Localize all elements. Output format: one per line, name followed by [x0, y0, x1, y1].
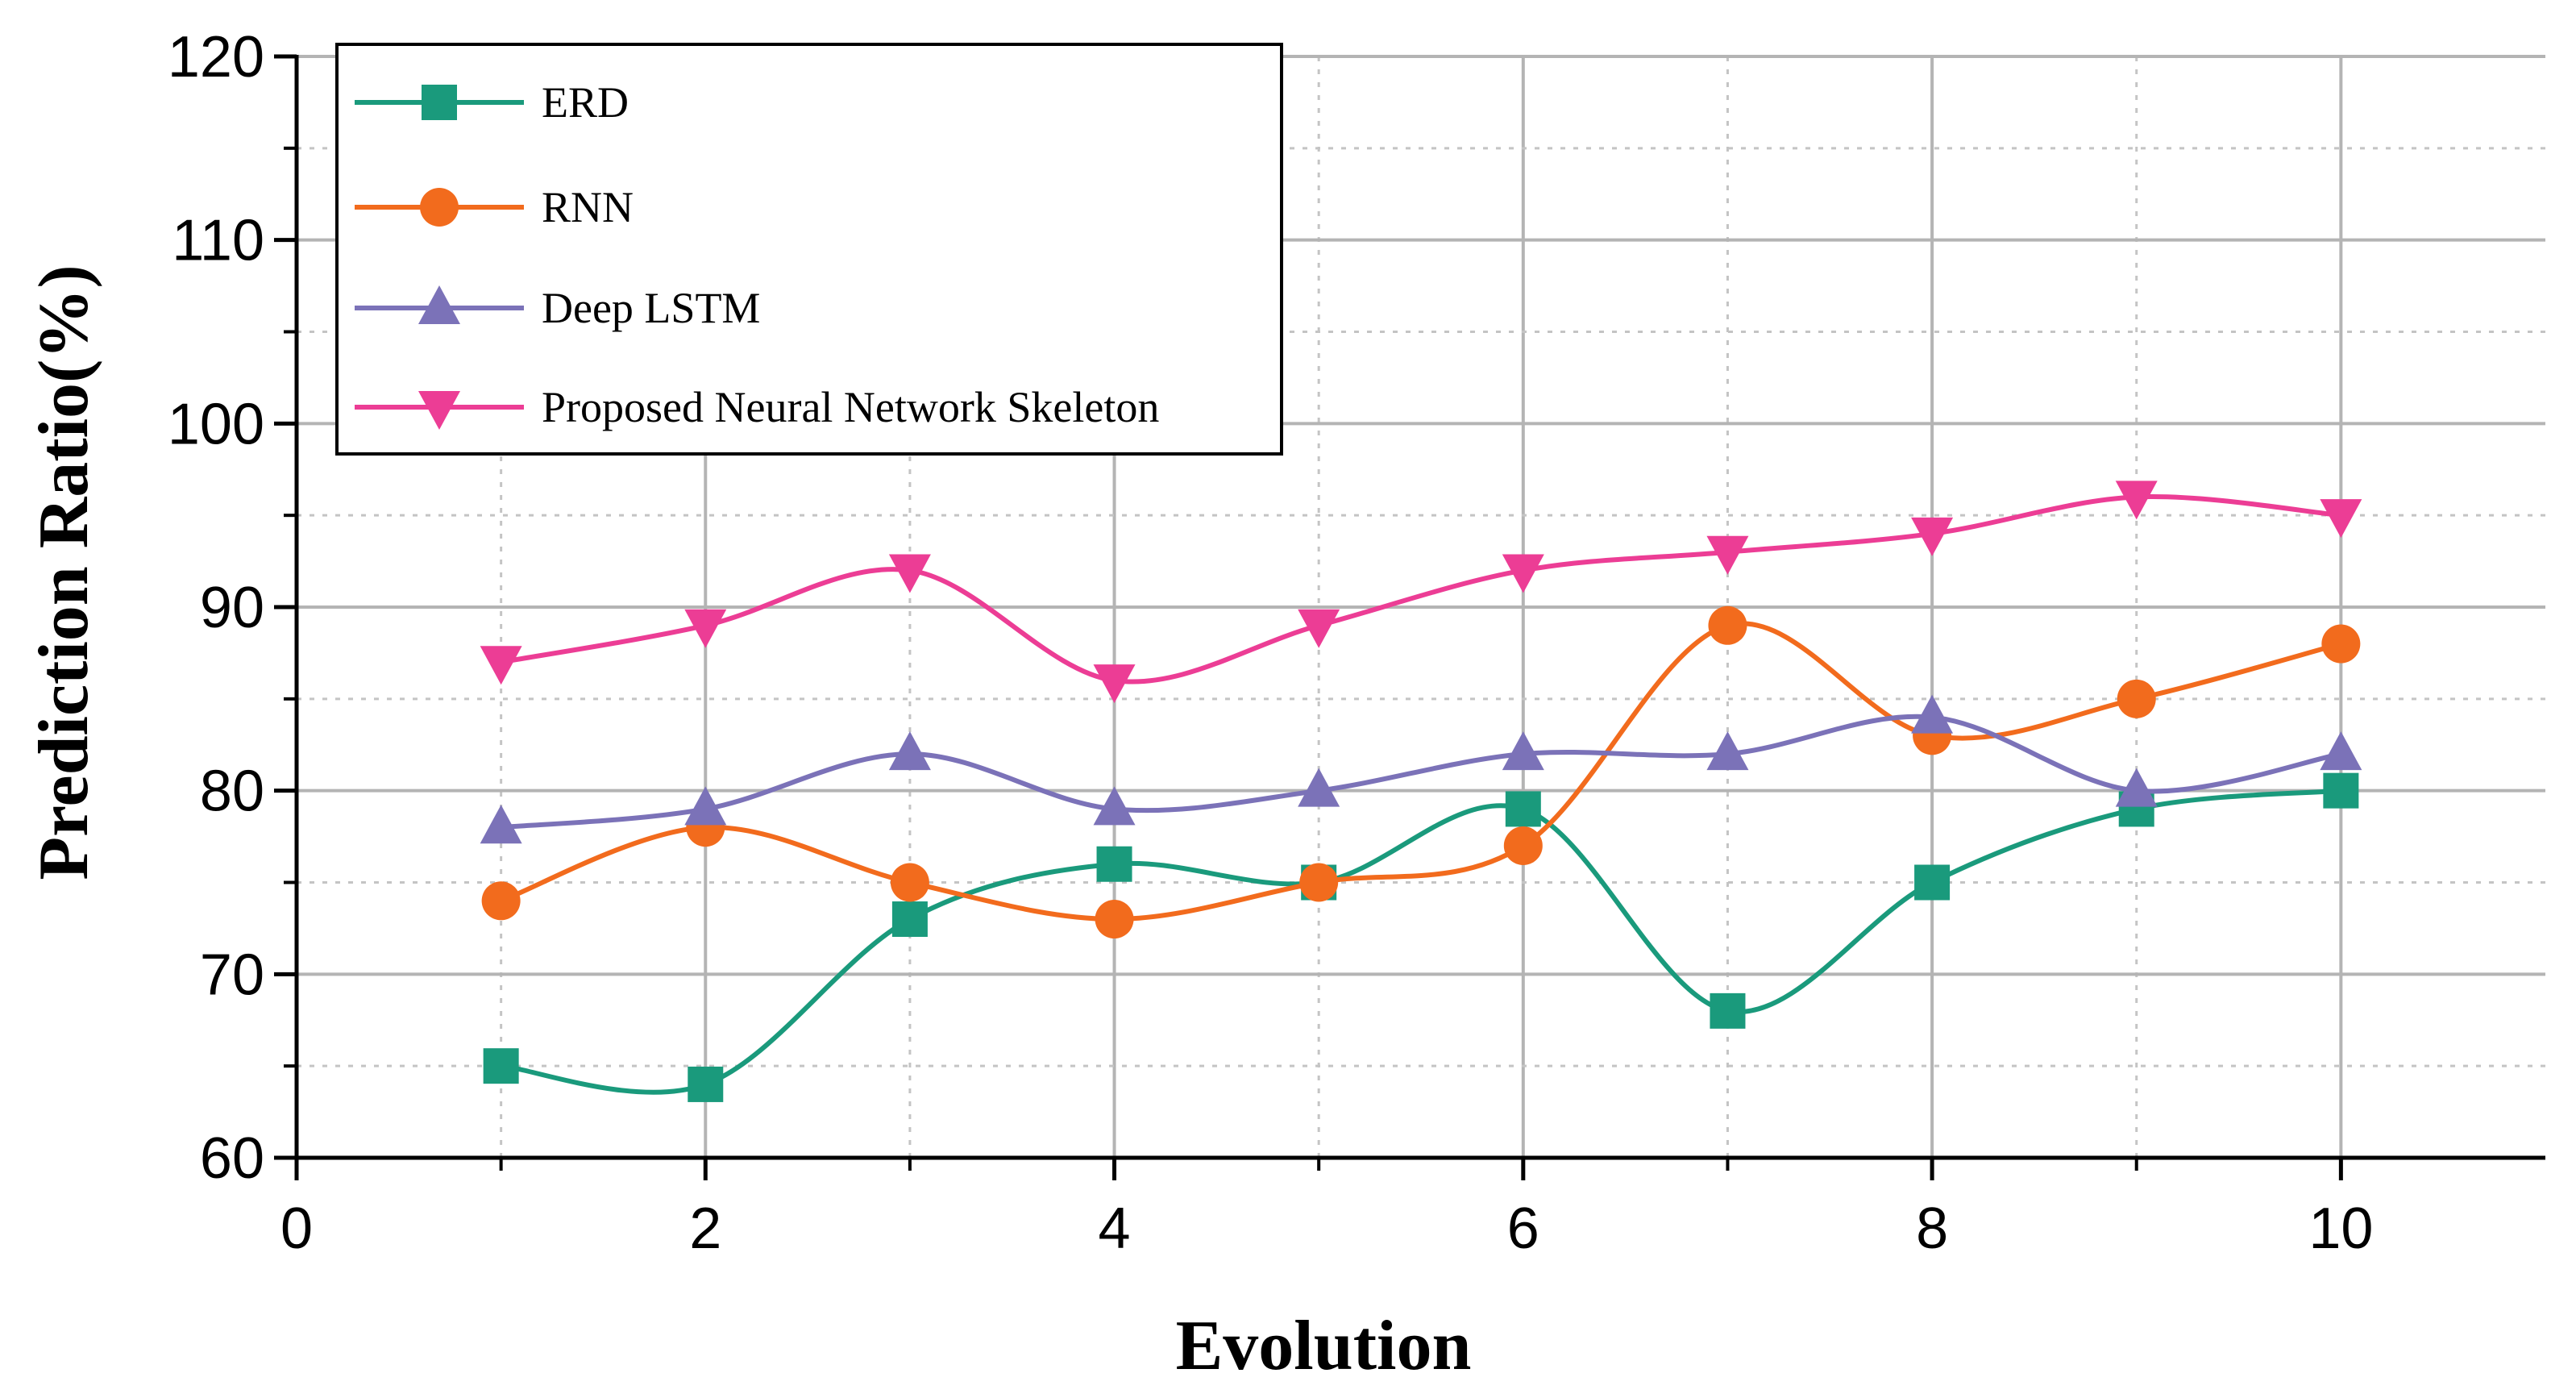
- data-point: [684, 609, 727, 648]
- legend-marker: [422, 85, 457, 120]
- data-point: [1706, 535, 1749, 575]
- x-tick-label: 0: [280, 1196, 313, 1261]
- data-point: [1911, 517, 1954, 556]
- y-tick-label: 120: [168, 25, 264, 89]
- legend-box: [335, 43, 1283, 456]
- legend-label: Deep LSTM: [542, 284, 760, 332]
- x-tick-label: 4: [1099, 1196, 1131, 1261]
- data-point: [1095, 900, 1134, 939]
- y-tick-label: 60: [200, 1126, 264, 1191]
- data-point: [684, 786, 727, 826]
- legend: ERD RNN Deep LSTM Proposed Neural Network S…: [335, 43, 1283, 456]
- data-point: [890, 863, 929, 902]
- x-axis-title: Evolution: [1176, 1307, 1472, 1385]
- data-point: [480, 646, 522, 685]
- data-point: [888, 731, 931, 771]
- data-point: [1914, 864, 1951, 901]
- legend-marker: [418, 285, 460, 324]
- data-point: [2323, 772, 2359, 809]
- data-point: [1298, 609, 1340, 648]
- data-point: [2115, 768, 2158, 807]
- series-layer: [480, 481, 2362, 1102]
- series-2: [481, 605, 2361, 939]
- x-tick-label: 6: [1507, 1196, 1539, 1261]
- data-point: [2321, 624, 2361, 664]
- axes: [274, 54, 2545, 1180]
- y-tick-label: 100: [168, 392, 264, 456]
- data-point: [1093, 786, 1136, 826]
- data-point: [483, 1048, 519, 1084]
- data-point: [2320, 499, 2362, 539]
- data-point: [1096, 846, 1132, 882]
- y-tick-label: 70: [200, 943, 264, 1007]
- series-line: [501, 493, 2341, 685]
- x-tick-label: 2: [689, 1196, 721, 1261]
- y-tick-label: 110: [172, 209, 264, 273]
- data-point: [1093, 664, 1136, 704]
- data-point: [1502, 731, 1544, 771]
- y-axis-title: Prediction Ratio(%): [25, 264, 103, 880]
- data-point: [480, 805, 522, 844]
- data-point: [1710, 992, 1746, 1029]
- data-point: [688, 1066, 724, 1102]
- data-point: [891, 901, 928, 938]
- legend-marker: [420, 188, 459, 227]
- data-point: [2117, 679, 2156, 718]
- data-point: [1911, 694, 1954, 734]
- y-tick-label: 80: [200, 759, 264, 824]
- data-point: [2115, 481, 2158, 520]
- data-point: [1706, 731, 1749, 771]
- data-point: [1708, 605, 1747, 645]
- data-point: [2320, 731, 2362, 771]
- series-line: [501, 788, 2341, 1095]
- legend-label: Proposed Neural Network Skeleton: [542, 383, 1159, 431]
- legend-label: ERD: [542, 78, 629, 127]
- series-line: [501, 714, 2341, 830]
- data-point: [1502, 554, 1544, 593]
- series-3: [480, 694, 2362, 844]
- legend-label: RNN: [542, 183, 634, 231]
- series-4: [480, 481, 2362, 704]
- x-tick-label: 10: [2308, 1196, 2373, 1261]
- data-point: [1505, 791, 1541, 827]
- tick-labels: 0 2 4 6 8 10 60 70 80 90 100 110 120: [168, 25, 2374, 1261]
- series-1: [483, 772, 2359, 1102]
- legend-marker: [418, 391, 460, 430]
- data-point: [888, 554, 931, 593]
- data-point: [481, 881, 521, 921]
- data-point: [1503, 826, 1543, 865]
- y-tick-label: 90: [200, 576, 264, 640]
- data-point: [1299, 863, 1339, 902]
- x-tick-label: 8: [1916, 1196, 1948, 1261]
- series-line: [500, 621, 2342, 922]
- data-point: [1298, 768, 1340, 807]
